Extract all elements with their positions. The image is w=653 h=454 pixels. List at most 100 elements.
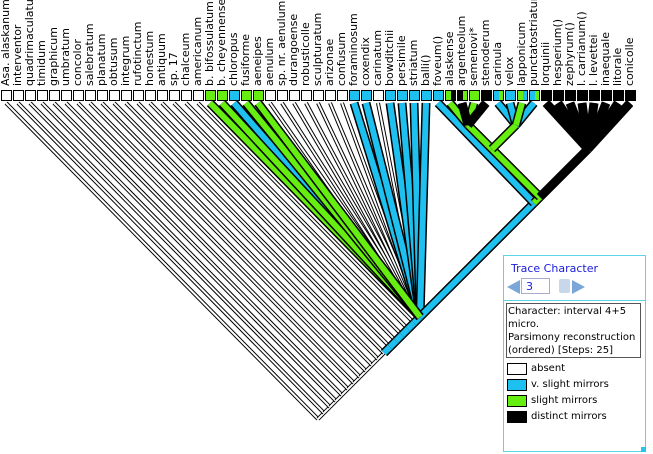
state-box (457, 90, 468, 101)
branch (185, 102, 409, 330)
go-button[interactable] (559, 279, 570, 293)
branch (381, 344, 393, 356)
state-box (301, 90, 312, 101)
trace-character-panel: Trace Character 3 Character: interval 4+… (503, 255, 646, 452)
state-box (1, 90, 12, 101)
state-box (565, 90, 576, 101)
taxon-label[interactable]: conicolle (623, 37, 636, 86)
state-box (13, 90, 24, 101)
state-box (229, 90, 240, 101)
branch (323, 406, 331, 414)
state-box (469, 90, 480, 101)
branch (125, 102, 379, 360)
state-box (589, 90, 600, 101)
branch (411, 314, 423, 326)
branch (353, 376, 361, 384)
branch (435, 100, 537, 206)
legend-item: slight mirrors (507, 394, 597, 407)
state-box (445, 90, 456, 101)
branch (489, 146, 543, 200)
branch (173, 102, 403, 336)
state-box (493, 90, 504, 101)
branch (489, 122, 519, 152)
state-box (157, 90, 168, 101)
state-box (253, 90, 264, 101)
legend-label: absent (531, 363, 566, 374)
branch (417, 102, 429, 318)
state-box (517, 90, 528, 101)
branch (371, 358, 379, 366)
state-box (361, 90, 372, 101)
branch (101, 102, 367, 372)
state-box (97, 90, 108, 101)
legend-swatch (507, 410, 527, 423)
branch (387, 338, 399, 350)
legend-item: absent (507, 362, 565, 375)
branch (585, 100, 633, 152)
branch (513, 102, 525, 126)
state-box (505, 90, 516, 101)
state-box (73, 90, 84, 101)
state-box (109, 90, 120, 101)
branch (17, 102, 325, 414)
branch (531, 194, 543, 206)
state-box (397, 90, 408, 101)
legend-swatch (507, 394, 527, 407)
legend-swatch (507, 362, 527, 375)
character-number-input[interactable]: 3 (521, 278, 550, 294)
legend-item: distinct mirrors (507, 410, 607, 423)
branch (465, 122, 495, 152)
branch (465, 101, 489, 127)
branch (365, 364, 373, 372)
branch (335, 394, 343, 402)
branch (341, 388, 349, 396)
legend-item: v. slight mirrors (507, 378, 609, 391)
state-box (61, 90, 72, 101)
branch (377, 352, 385, 360)
branch (405, 320, 417, 332)
branch (41, 102, 337, 402)
state-box (337, 90, 348, 101)
state-box (613, 90, 624, 101)
branch (5, 102, 319, 420)
legend-label: v. slight mirrors (531, 379, 609, 390)
previous-character-arrow-icon[interactable] (507, 280, 520, 294)
state-box (49, 90, 60, 101)
branch (329, 400, 337, 408)
state-box (481, 90, 492, 101)
branch (89, 102, 361, 378)
divider (504, 300, 645, 301)
state-box (529, 90, 540, 101)
state-box (85, 90, 96, 101)
branch (113, 102, 373, 366)
state-box (409, 90, 420, 101)
branch (65, 102, 349, 390)
branch (399, 326, 411, 338)
state-box (169, 90, 180, 101)
state-box (37, 90, 48, 101)
state-box (193, 90, 204, 101)
state-box (373, 90, 384, 101)
state-box (133, 90, 144, 101)
state-box (385, 90, 396, 101)
state-box (325, 90, 336, 101)
branch (317, 412, 325, 420)
state-box (289, 90, 300, 101)
state-box (217, 90, 228, 101)
resize-handle[interactable] (641, 447, 646, 452)
state-box (541, 90, 552, 101)
state-box (421, 90, 432, 101)
state-box (577, 90, 588, 101)
state-box (265, 90, 276, 101)
legend-label: distinct mirrors (531, 411, 607, 422)
state-box (241, 90, 252, 101)
state-box (205, 90, 216, 101)
next-character-arrow-icon[interactable] (572, 280, 585, 294)
character-description: Character: interval 4+5 micro. Parsimony… (506, 303, 641, 358)
state-box (145, 90, 156, 101)
state-box (625, 90, 636, 101)
branch (417, 200, 537, 320)
legend-label: slight mirrors (531, 395, 598, 406)
state-box (121, 90, 132, 101)
